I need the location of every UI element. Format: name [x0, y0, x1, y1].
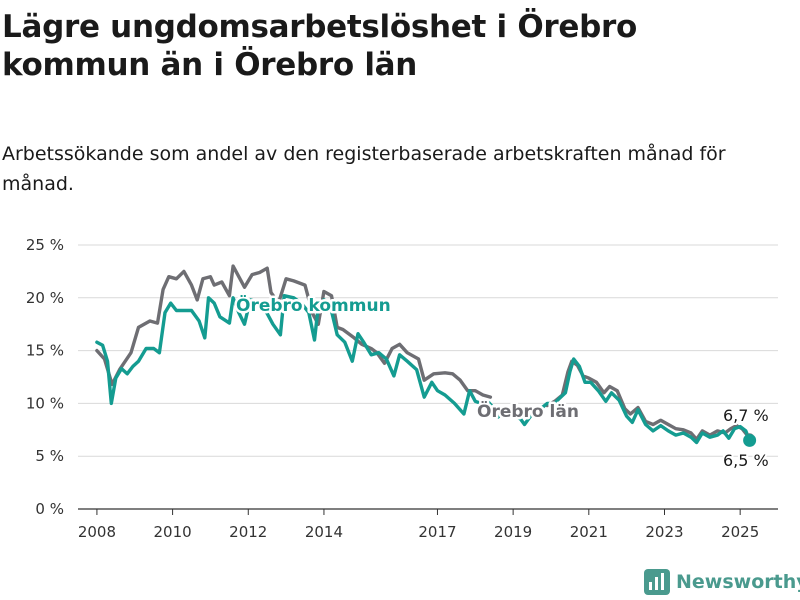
y-tick-label: 15 % — [26, 342, 64, 360]
bar-chart-logo-icon — [644, 569, 670, 595]
chart-subtitle: Arbetssökande som andel av den registerb… — [2, 143, 726, 195]
x-tick-label: 2012 — [229, 523, 267, 541]
y-tick-label: 20 % — [26, 289, 64, 307]
y-tick-label: 10 % — [26, 394, 64, 412]
y-tick-label: 25 % — [26, 236, 64, 254]
brand-logo: Newsworthy — [644, 569, 800, 595]
x-tick-label: 2008 — [78, 523, 116, 541]
series-line-orebro-kommun — [95, 294, 752, 445]
brand-name: Newsworthy — [676, 571, 800, 593]
x-tick-label: 2010 — [154, 523, 192, 541]
y-tick-label: 0 % — [35, 500, 64, 518]
x-tick-label: 2025 — [721, 523, 759, 541]
x-tick-label: 2023 — [645, 523, 683, 541]
y-tick-label: 5 % — [35, 447, 64, 465]
x-tick-label: 2014 — [305, 523, 343, 541]
x-tick-label: 2017 — [418, 523, 456, 541]
end-label-orebro-kommun: 6,5 % — [723, 451, 769, 470]
chart-title: Lägre ungdomsarbetslöshet i Örebro kommu… — [2, 9, 637, 83]
series-label-orebro-kommun: Örebro kommun — [236, 294, 391, 316]
x-tick-label: 2021 — [570, 523, 608, 541]
series-label-orebro-lan: Örebro län — [477, 400, 579, 422]
series-line-orebro-lan — [95, 264, 493, 399]
x-tick-label: 2019 — [494, 523, 532, 541]
end-label-orebro-lan: 6,7 % — [723, 406, 769, 425]
end-point-orebro-kommun — [743, 433, 757, 447]
